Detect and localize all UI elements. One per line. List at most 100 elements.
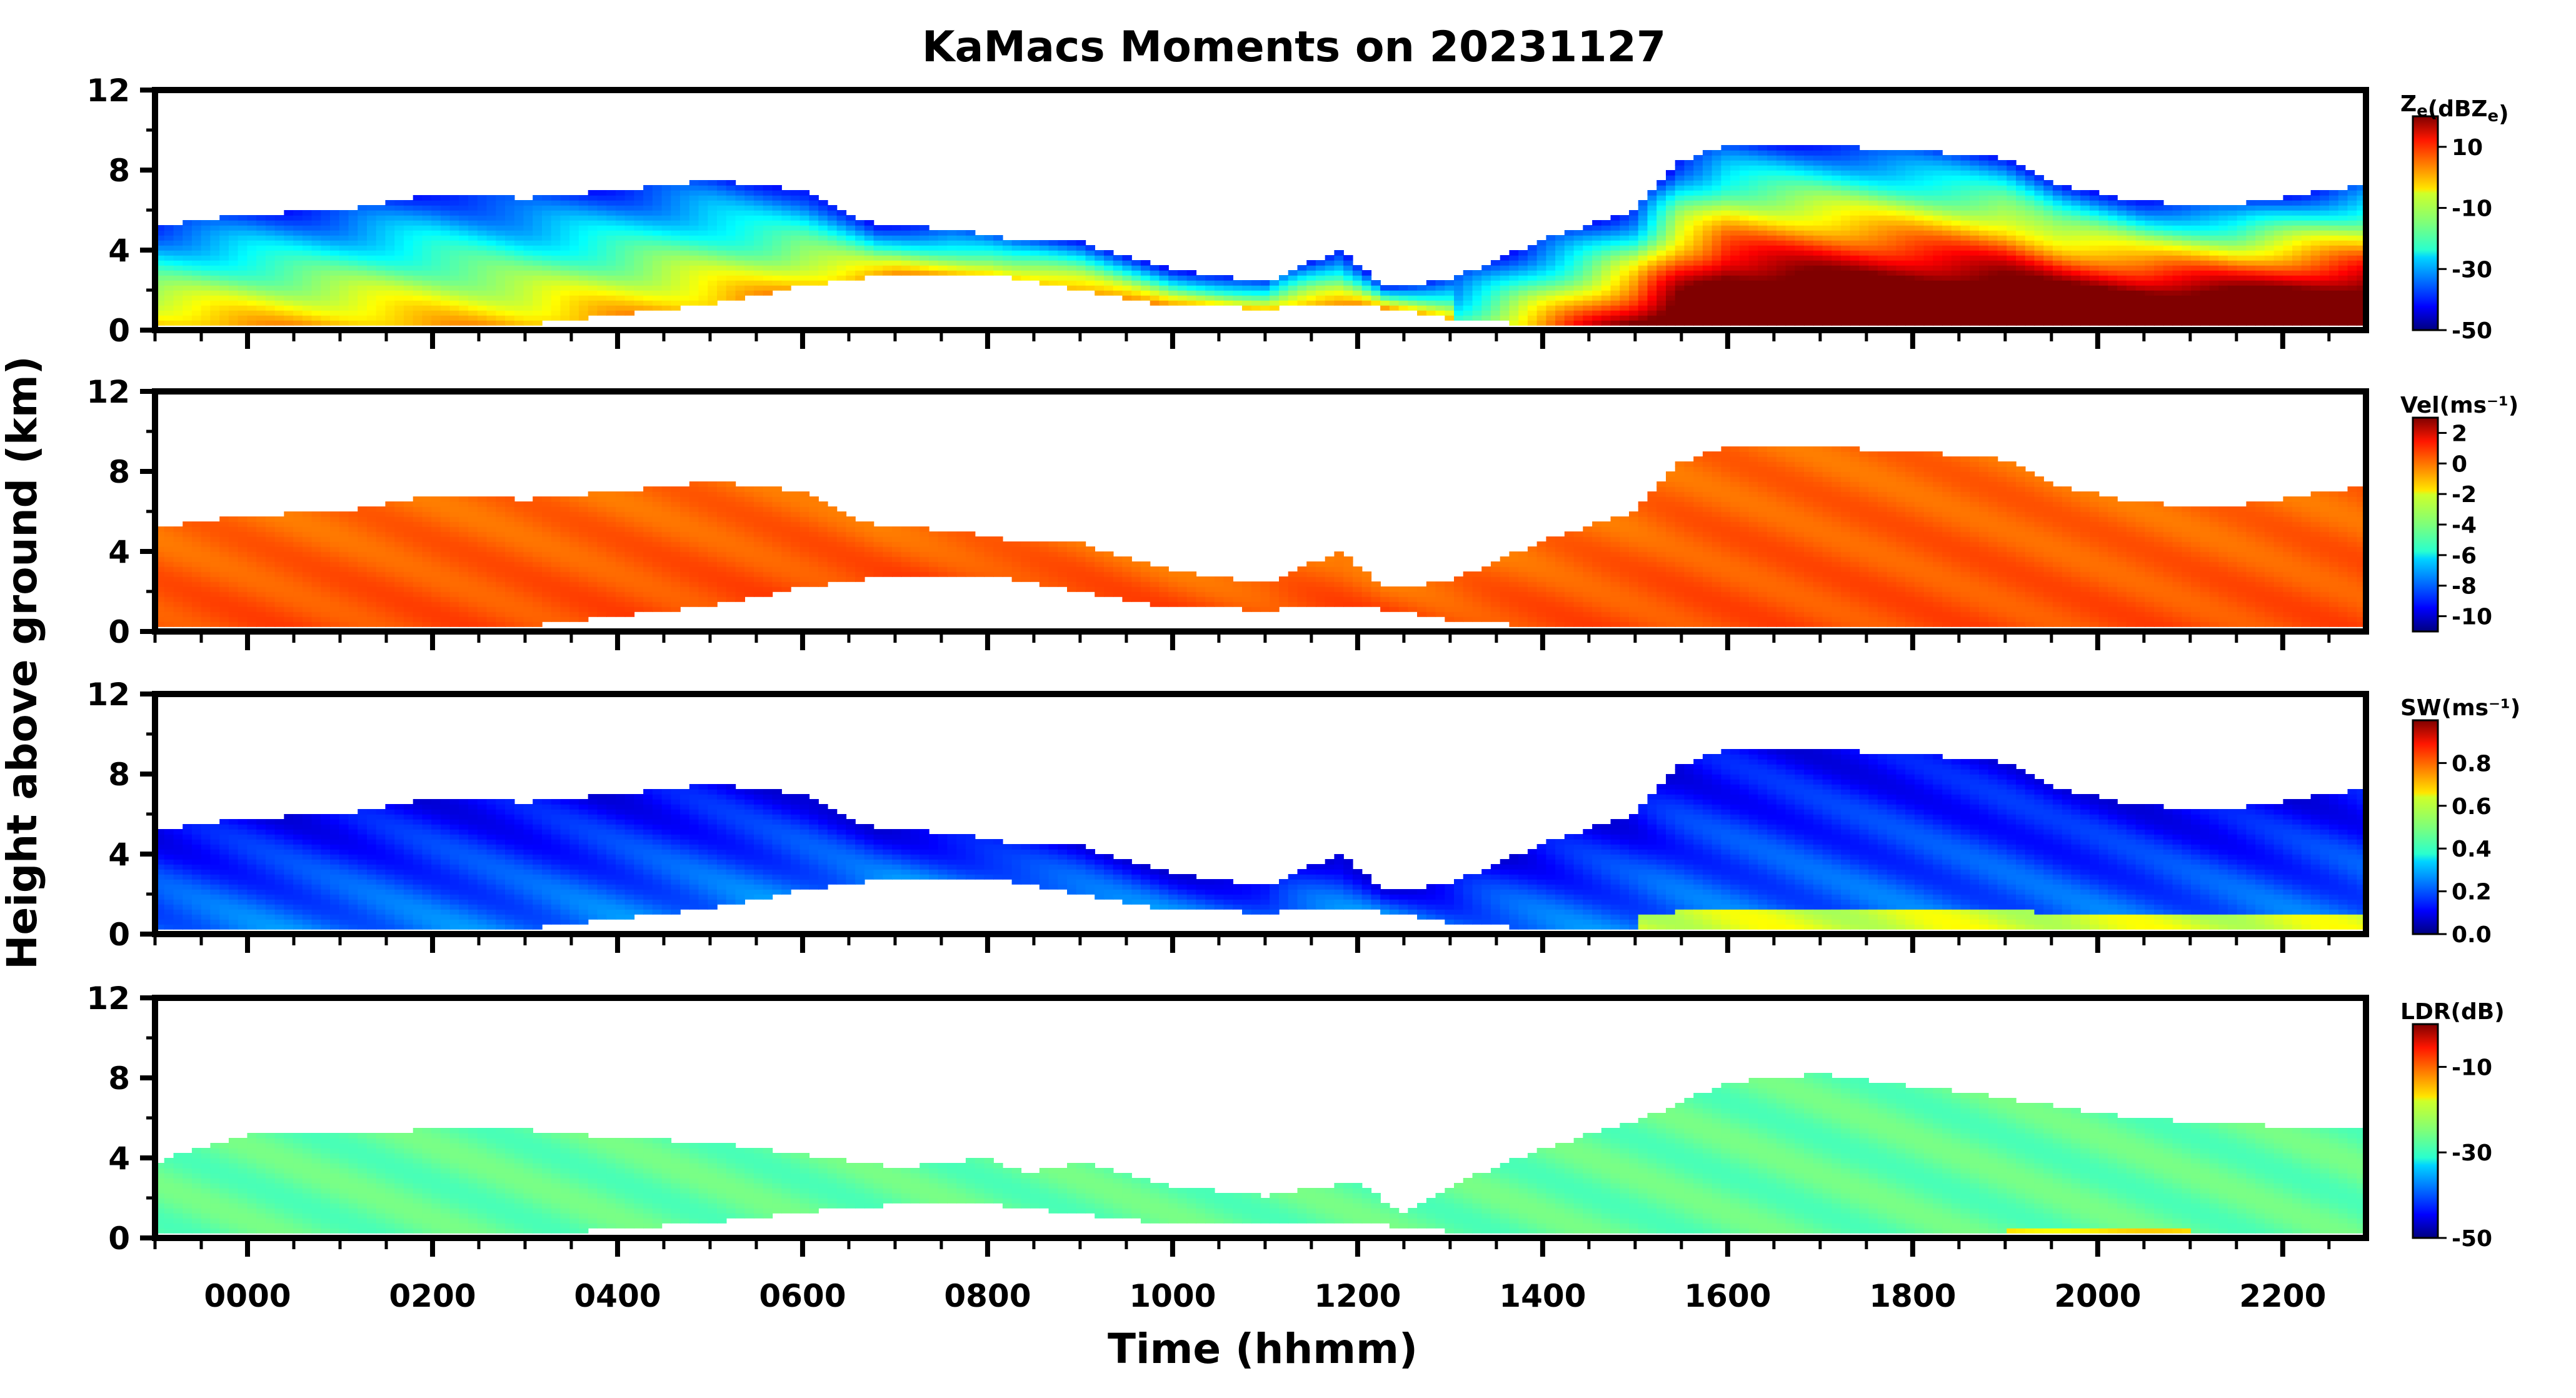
data-cell [2080, 190, 2090, 196]
data-cell [772, 230, 782, 236]
data-cell [993, 245, 1003, 251]
data-cell [2172, 220, 2182, 226]
data-cell [1859, 315, 1869, 321]
data-cell [846, 245, 856, 251]
data-cell [606, 260, 616, 266]
data-cell [2310, 200, 2321, 206]
data-cell [1638, 315, 1648, 321]
data-cell [1610, 255, 1620, 261]
data-cell [191, 275, 202, 281]
data-cell [1887, 230, 1897, 236]
data-cell [339, 245, 349, 251]
data-cell [1970, 155, 1980, 161]
data-cell [661, 200, 672, 206]
data-cell [2034, 180, 2044, 186]
data-cell [1638, 260, 1648, 266]
data-cell [2016, 315, 2026, 321]
data-cell [1748, 245, 1759, 251]
data-cell [708, 195, 718, 201]
data-cell [394, 255, 404, 261]
data-cell [2098, 260, 2109, 266]
data-cell [330, 320, 340, 326]
data-cell [1573, 310, 1584, 316]
data-cell [2255, 315, 2265, 321]
data-cell [477, 270, 488, 276]
data-cell [2200, 210, 2210, 216]
data-cell [1859, 320, 1869, 326]
data-cell [2264, 220, 2275, 226]
data-cell [708, 215, 718, 221]
data-cell [1933, 310, 1943, 316]
data-cell [864, 245, 875, 251]
data-cell [643, 270, 653, 276]
data-cell [1859, 205, 1869, 211]
data-cell [210, 245, 220, 251]
data-cell [376, 280, 386, 286]
data-cell [671, 265, 681, 271]
data-cell [1223, 280, 1233, 286]
data-cell [2135, 215, 2146, 221]
data-cell [1951, 175, 1962, 181]
data-cell [1785, 230, 1795, 236]
data-cell [459, 315, 469, 321]
data-cell [201, 270, 211, 276]
data-cell [2237, 255, 2247, 261]
data-cell [348, 215, 358, 221]
data-cell [523, 250, 533, 256]
data-cell [1795, 310, 1805, 316]
data-cell [2347, 255, 2357, 261]
data-cell [542, 260, 552, 266]
data-cell [321, 225, 331, 231]
data-cell [1067, 265, 1077, 271]
data-cell [2310, 280, 2321, 286]
data-cell [1785, 275, 1795, 281]
data-cell [1896, 190, 1906, 196]
data-cell [726, 195, 736, 201]
data-cell [413, 290, 423, 296]
data-cell [358, 305, 368, 311]
data-cell [2182, 245, 2192, 251]
data-cell [274, 265, 285, 271]
data-cell [763, 260, 773, 266]
data-cell [1546, 280, 1556, 286]
data-cell [947, 235, 957, 241]
data-cell [1297, 270, 1307, 276]
data-cell [1426, 310, 1436, 316]
data-cell [1675, 305, 1685, 311]
data-cell [1675, 315, 1685, 321]
data-cell [1702, 250, 1713, 256]
data-cell [588, 250, 598, 256]
data-cell [1564, 265, 1575, 271]
data-cell [560, 250, 570, 256]
data-cell [1850, 275, 1860, 281]
data-cell [1702, 205, 1713, 211]
data-cell [1122, 260, 1132, 266]
data-cell [330, 245, 340, 251]
data-cell [505, 305, 515, 311]
data-cell [1914, 305, 1925, 311]
data-cell [1841, 230, 1851, 236]
data-cell [1095, 290, 1105, 296]
data-cell [2098, 240, 2109, 246]
data-cell [947, 250, 957, 256]
data-cell [689, 245, 699, 251]
data-cell [1868, 195, 1878, 201]
data-cell [717, 250, 727, 256]
data-cell [1905, 210, 1915, 216]
data-cell [1445, 315, 1455, 321]
data-cell [1702, 265, 1713, 271]
data-cell [1196, 290, 1206, 296]
data-cell [1951, 275, 1962, 281]
data-cell [164, 285, 174, 291]
data-cell [2191, 285, 2201, 291]
data-cell [1767, 175, 1777, 181]
data-cell [920, 235, 930, 241]
data-cell [1767, 205, 1777, 211]
data-cell [1315, 290, 1326, 296]
data-cell [1905, 320, 1915, 326]
data-cell [2310, 310, 2321, 316]
data-cell [2218, 265, 2228, 271]
data-cell [1923, 190, 1934, 196]
data-cell [708, 255, 718, 261]
data-cell [2163, 305, 2173, 311]
